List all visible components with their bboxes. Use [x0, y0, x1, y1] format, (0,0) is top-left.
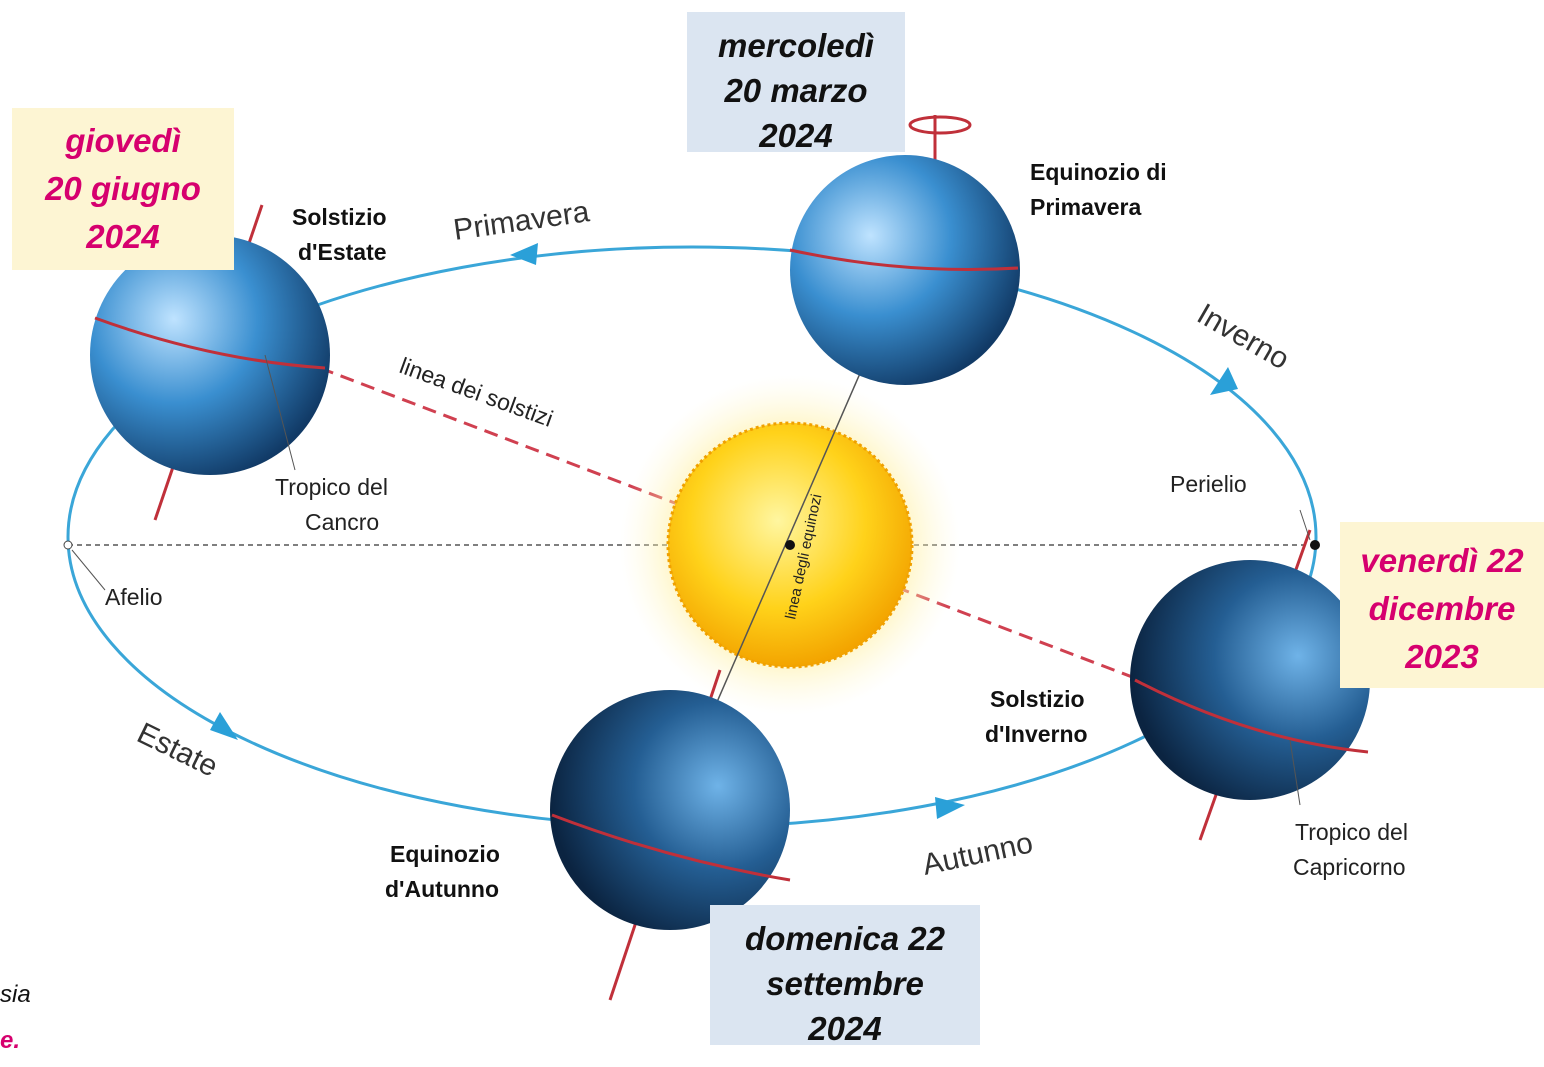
position-label: d'Inverno [985, 721, 1088, 747]
tropic [789, 248, 1019, 271]
earth-spring [790, 155, 1020, 385]
date-box [710, 905, 980, 1045]
position-label: d'Autunno [385, 876, 499, 902]
tropic-label: Tropico del [275, 474, 388, 500]
date-text: 20 marzo [723, 72, 867, 109]
arrow [210, 712, 238, 740]
date-text: 2024 [85, 218, 159, 255]
position-label: d'Estate [298, 239, 387, 265]
aphelion-point [63, 540, 73, 550]
date-text: 2024 [807, 1010, 881, 1047]
sun-center [785, 540, 795, 550]
date-text: 2023 [1404, 638, 1478, 675]
season-label: Inverno [1192, 297, 1295, 376]
arrow [935, 797, 965, 819]
cut-text: e. [0, 1027, 20, 1054]
line-label: linea dei solstizi [396, 352, 556, 432]
apsis-label: Afelio [105, 584, 163, 610]
date-text: venerdì 22 [1360, 542, 1524, 579]
earth-summer [90, 235, 330, 475]
date-text: dicembre [1369, 590, 1516, 627]
date-text: mercoledì [718, 27, 874, 64]
date-box [1340, 522, 1544, 688]
date-box [687, 12, 905, 152]
rotation [908, 115, 972, 135]
perihelion-point [1310, 540, 1320, 550]
season-label: Primavera [451, 195, 591, 247]
earths [71, 115, 1370, 1001]
leader [264, 354, 296, 471]
arrow [1210, 367, 1238, 395]
position-label: Equinozio di [1030, 159, 1167, 185]
cut-text: sia [0, 981, 31, 1008]
tropic-label: Tropico del [1295, 819, 1408, 845]
tropic-label: Cancro [305, 509, 379, 535]
earth-winter [1130, 560, 1370, 800]
leader [1289, 739, 1301, 806]
date-text: 2024 [758, 117, 832, 154]
leader [1299, 509, 1311, 541]
tropic [94, 316, 326, 370]
position-label: Primavera [1030, 194, 1141, 220]
date-text: settembre [766, 965, 924, 1002]
tropic [551, 813, 791, 882]
tropic-label: Capricorno [1293, 854, 1406, 880]
apsis-label: Perielio [1170, 471, 1247, 497]
date-text: giovedì [64, 122, 181, 159]
season-label: Estate [132, 717, 223, 784]
date-text: 20 giugno [44, 170, 201, 207]
arrow [510, 243, 538, 265]
date-box [12, 108, 234, 270]
season-label: Autunno [920, 826, 1036, 882]
date-text: domenica 22 [745, 920, 946, 957]
earth-autumn [550, 690, 790, 930]
leader [71, 549, 106, 591]
position-label: Solstizio [292, 204, 387, 230]
position-label: Solstizio [990, 686, 1085, 712]
position-label: Equinozio [390, 841, 500, 867]
tropic [1134, 678, 1369, 754]
